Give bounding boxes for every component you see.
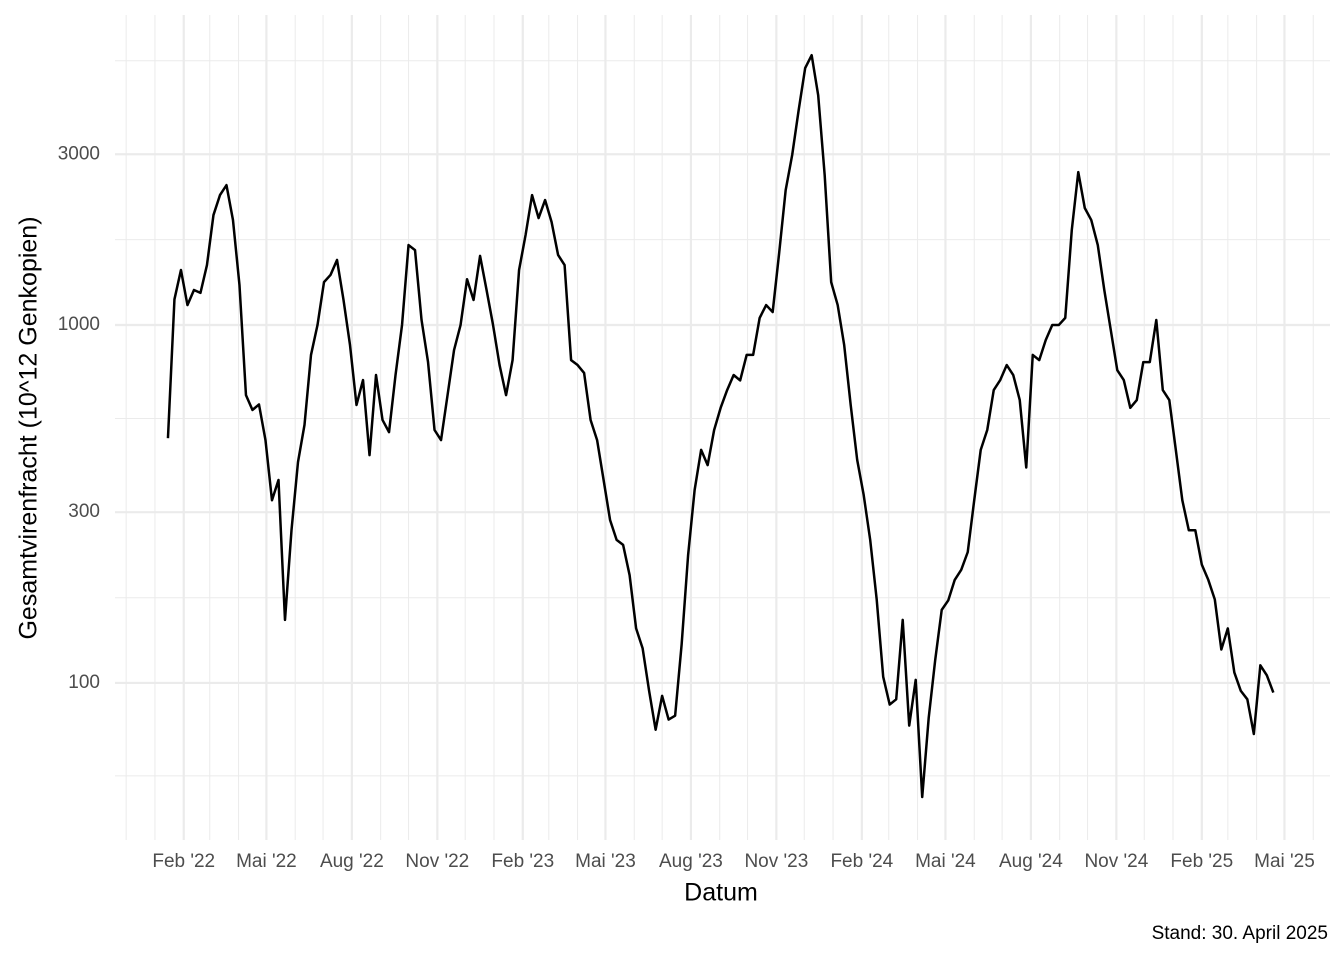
x-tick-label: Feb '25: [1170, 851, 1233, 872]
x-tick-label: Mai '22: [236, 851, 297, 872]
x-tick-label: Feb '22: [152, 851, 215, 872]
data-line: [166, 53, 1275, 799]
y-axis-title: Gesamtvirenfracht (10^12 Genkopien): [15, 216, 43, 639]
x-tick-label: Nov '22: [405, 851, 469, 872]
x-tick-label: Mai '25: [1254, 851, 1315, 872]
x-tick-label: Aug '23: [659, 851, 723, 872]
x-tick-label: Nov '24: [1084, 851, 1148, 872]
y-tick-label: 1000: [58, 314, 100, 335]
caption: Stand: 30. April 2025: [1152, 923, 1328, 944]
x-axis-title: Datum: [684, 879, 758, 907]
x-tick-label: Nov '23: [744, 851, 808, 872]
x-tick-label: Mai '23: [575, 851, 636, 872]
x-tick-label: Feb '23: [491, 851, 554, 872]
x-tick-label: Aug '24: [999, 851, 1063, 872]
y-tick-label: 100: [68, 672, 100, 693]
x-tick-label: Mai '24: [915, 851, 976, 872]
y-tick-label: 300: [68, 501, 100, 522]
y-tick-label: 3000: [58, 143, 100, 164]
x-tick-label: Aug '22: [320, 851, 384, 872]
x-tick-label: Feb '24: [830, 851, 893, 872]
